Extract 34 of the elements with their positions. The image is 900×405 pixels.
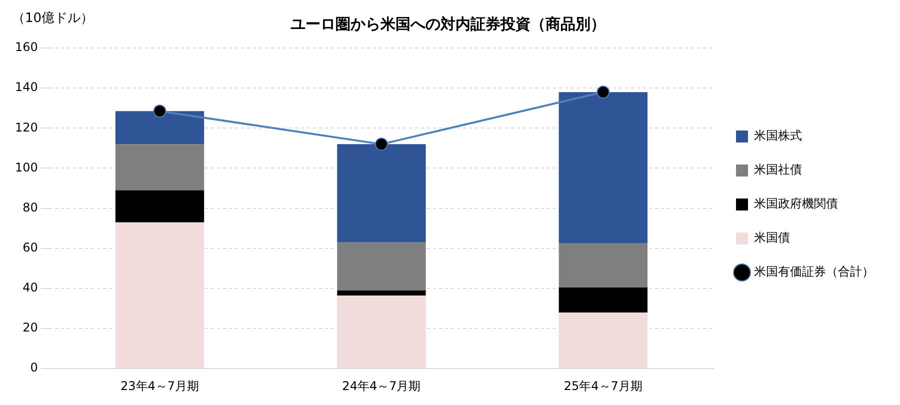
- bar: [558, 312, 648, 368]
- bar: [558, 243, 648, 288]
- bar: [115, 144, 204, 190]
- bar: [337, 242, 426, 290]
- x-tick-label: 25年4～7月期: [564, 378, 642, 393]
- y-tick-label: 20: [22, 320, 38, 335]
- y-tick-label: 140: [15, 80, 38, 94]
- y-tick-label: 0: [30, 360, 38, 375]
- chart-title: ユーロ圏から米国への対内証券投資（商品別）: [290, 14, 606, 33]
- bar: [337, 144, 426, 242]
- bar: [115, 111, 204, 144]
- legend-label: 米国債: [754, 230, 790, 245]
- y-tick-label: 120: [15, 120, 38, 134]
- y-tick-label: 100: [15, 160, 38, 174]
- point: [374, 138, 388, 151]
- legend-label: 米国有価証券（合計）: [754, 264, 874, 279]
- y-tick-label: 80: [22, 200, 38, 214]
- x-tick-label: 23年4～7月期: [120, 378, 200, 393]
- point: [596, 86, 610, 99]
- point: [153, 104, 166, 118]
- y-tick-label: 60: [22, 240, 38, 254]
- y-axis-title: （10億ドル）: [12, 10, 94, 26]
- legend-label: 米国政府機関債: [754, 196, 838, 211]
- y-tick-label: 40: [22, 280, 38, 295]
- legend-label: 米国株式: [754, 128, 802, 143]
- bar: [337, 290, 426, 296]
- bar: [115, 190, 204, 222]
- legend-label: 米国社債: [754, 162, 802, 177]
- bar: [337, 295, 426, 368]
- bar: [115, 222, 204, 368]
- x-tick-label: 24年4～7月期: [342, 378, 421, 393]
- bar: [558, 287, 648, 312]
- y-tick-label: 160: [15, 40, 38, 54]
- bar: [558, 92, 648, 244]
